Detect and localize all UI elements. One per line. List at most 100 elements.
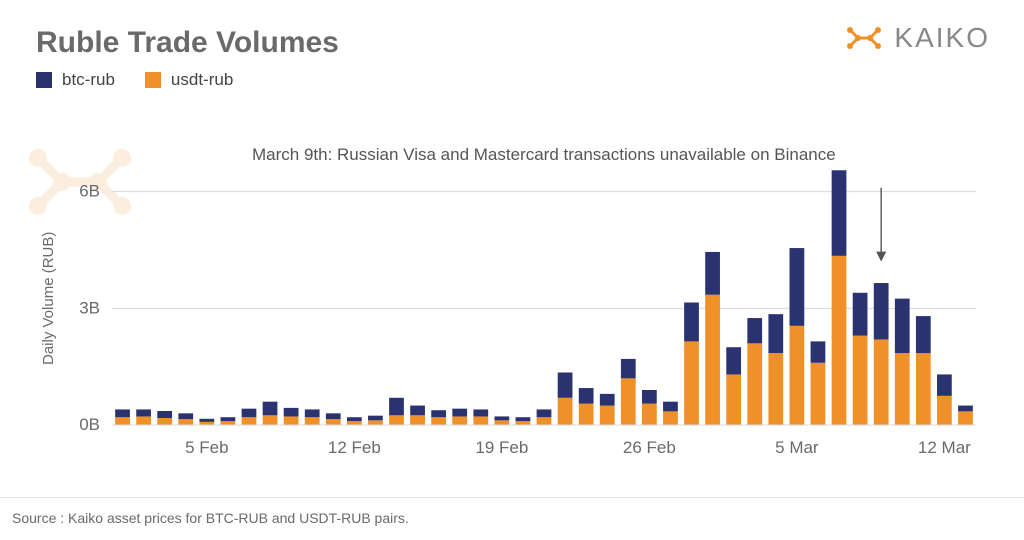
bar-btc	[895, 299, 910, 353]
bar-btc	[221, 417, 236, 421]
bar-btc	[832, 170, 847, 256]
bar-usdt	[768, 353, 783, 425]
bar-usdt	[389, 415, 404, 425]
chart: Daily Volume (RUB) March 9th: Russian Vi…	[46, 135, 986, 465]
bar-usdt	[305, 417, 320, 425]
bar-usdt	[832, 256, 847, 425]
bar-usdt	[452, 416, 467, 425]
page: Ruble Trade Volumes KAIKO btc-rub usdt-r…	[0, 0, 1024, 540]
bar-btc	[136, 409, 151, 416]
bar-usdt	[916, 353, 931, 425]
legend: btc-rub usdt-rub	[36, 70, 263, 90]
bar-btc	[410, 406, 425, 416]
bar-btc	[389, 398, 404, 416]
bar-usdt	[326, 419, 341, 425]
bar-usdt	[494, 420, 509, 425]
bar-btc	[326, 413, 341, 419]
source-text: Source : Kaiko asset prices for BTC-RUB …	[12, 510, 409, 526]
bar-usdt	[958, 411, 973, 425]
bar-btc	[199, 419, 214, 422]
legend-label-btc: btc-rub	[62, 70, 115, 90]
bar-usdt	[263, 415, 278, 425]
bar-usdt	[368, 420, 383, 425]
bar-usdt	[579, 404, 594, 425]
bar-btc	[684, 303, 699, 342]
bar-usdt	[537, 417, 552, 425]
kaiko-icon	[844, 24, 884, 52]
bar-usdt	[157, 418, 172, 425]
bar-usdt	[747, 343, 762, 425]
bar-btc	[157, 411, 172, 418]
bar-usdt	[684, 341, 699, 425]
bar-usdt	[410, 415, 425, 425]
legend-swatch-btc	[36, 72, 52, 88]
bar-usdt	[558, 398, 573, 425]
bar-btc	[916, 316, 931, 353]
x-tick-label: 12 Feb	[328, 438, 381, 457]
bar-btc	[473, 409, 488, 416]
bar-usdt	[811, 363, 826, 425]
x-tick-label: 5 Feb	[185, 438, 228, 457]
bar-btc	[663, 402, 678, 412]
bar-btc	[305, 409, 320, 417]
annotation-text: March 9th: Russian Visa and Mastercard t…	[252, 145, 836, 165]
bar-usdt	[663, 411, 678, 425]
bar-btc	[579, 388, 594, 404]
bar-usdt	[431, 417, 446, 425]
bar-btc	[768, 314, 783, 353]
bar-btc	[368, 416, 383, 421]
bar-usdt	[221, 421, 236, 425]
bar-btc	[958, 406, 973, 412]
bar-btc	[790, 248, 805, 326]
bar-usdt	[853, 336, 868, 425]
bar-usdt	[178, 419, 193, 425]
bar-usdt	[621, 378, 636, 425]
bar-btc	[516, 417, 531, 421]
bar-usdt	[895, 353, 910, 425]
bar-usdt	[516, 421, 531, 425]
y-tick-label: 6B	[79, 182, 100, 201]
bar-btc	[853, 293, 868, 336]
footer-rule	[0, 497, 1024, 498]
bar-btc	[284, 408, 299, 417]
bar-usdt	[347, 421, 362, 425]
arrowhead-icon	[876, 252, 886, 262]
bar-btc	[874, 283, 889, 339]
chart-svg: 0B3B6B5 Feb12 Feb19 Feb26 Feb5 Mar12 Mar	[46, 135, 986, 465]
bar-usdt	[874, 339, 889, 425]
bar-btc	[431, 410, 446, 417]
bar-btc	[747, 318, 762, 343]
bar-btc	[537, 409, 552, 417]
legend-item-btc: btc-rub	[36, 70, 115, 90]
chart-title: Ruble Trade Volumes	[36, 26, 339, 60]
bar-usdt	[726, 374, 741, 425]
bar-btc	[347, 417, 362, 421]
legend-swatch-usdt	[145, 72, 161, 88]
bar-btc	[494, 416, 509, 420]
bar-usdt	[600, 406, 615, 425]
x-tick-label: 12 Mar	[918, 438, 971, 457]
bar-btc	[621, 359, 636, 378]
bar-usdt	[136, 416, 151, 425]
y-tick-label: 3B	[79, 298, 100, 317]
brand-text: KAIKO	[894, 22, 990, 54]
bar-btc	[115, 409, 130, 417]
bar-btc	[726, 347, 741, 374]
bar-usdt	[284, 416, 299, 425]
bar-usdt	[473, 416, 488, 425]
bar-btc	[452, 409, 467, 417]
bar-btc	[178, 413, 193, 419]
bar-usdt	[242, 417, 257, 425]
brand-logo: KAIKO	[844, 22, 990, 54]
legend-label-usdt: usdt-rub	[171, 70, 233, 90]
bar-usdt	[937, 396, 952, 425]
bar-btc	[937, 374, 952, 395]
y-axis-label: Daily Volume (RUB)	[40, 232, 57, 365]
bar-usdt	[790, 326, 805, 425]
bar-btc	[705, 252, 720, 295]
bar-btc	[242, 409, 257, 418]
bar-btc	[600, 394, 615, 406]
bar-btc	[811, 341, 826, 362]
x-tick-label: 19 Feb	[475, 438, 528, 457]
bar-btc	[263, 402, 278, 416]
